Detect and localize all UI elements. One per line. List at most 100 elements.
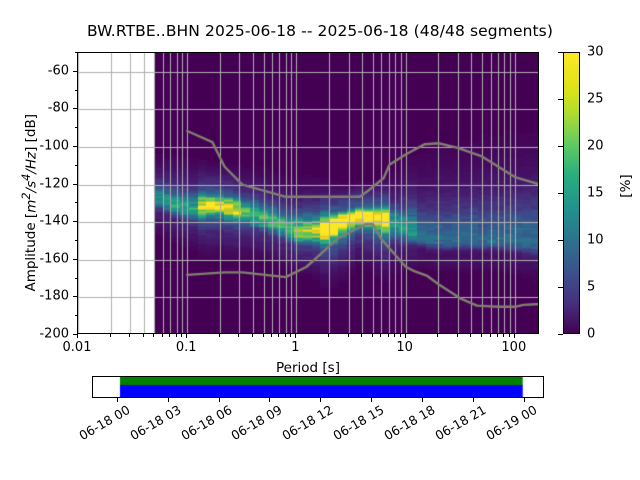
y-tick-label: -200 [39,326,69,342]
colorbar-tick-label: 10 [587,232,604,248]
x-minor-tick [175,334,177,337]
timeline-tick-mark [218,398,220,402]
colorbar-tick-label: 25 [587,91,604,107]
colorbar-tick-label: 5 [587,279,596,295]
x-minor-tick [489,334,491,337]
timeline-tick-label: 06-18 15 [330,402,387,444]
y-axis-label-text: Amplitude [m2/s4/Hz] [dB] [19,113,39,292]
timeline-tick-mark [421,398,423,402]
y-tick-label: -100 [39,138,69,154]
timeline-tick-label: 06-18 09 [228,402,285,444]
y-tick-mark [73,146,77,147]
x-tick-label: 0.01 [62,340,92,355]
x-minor-tick [347,334,349,337]
y-minor-tick [74,202,77,204]
timeline-tick-label: 06-18 21 [432,402,489,444]
x-minor-tick [251,334,253,337]
x-minor-tick [290,334,292,337]
colorbar-tick-label: 0 [587,326,596,342]
page-title: BW.RTBE..BHN 2025-06-18 -- 2025-06-18 (4… [86,22,554,40]
x-minor-tick [503,334,505,337]
colorbar-tick-label: 15 [587,185,604,201]
y-tick-label: -140 [39,213,69,229]
data-coverage-timeline[interactable] [92,376,544,398]
y-tick-mark [73,70,77,72]
colorbar[interactable] [563,52,580,334]
x-minor-tick [129,334,131,337]
ppsd-histogram-canvas [78,53,538,333]
y-tick-mark [73,108,77,110]
x-minor-tick [328,334,330,337]
x-tick-mark [77,334,78,338]
colorbar-tick-mark [558,334,563,335]
y-tick-label: -80 [47,100,69,116]
x-minor-tick [284,334,286,337]
timeline-tick-mark [371,398,373,402]
y-tick-mark [73,221,77,223]
x-minor-tick [109,334,111,337]
x-minor-tick [161,334,163,337]
x-minor-tick [399,334,401,337]
y-tick-mark [73,334,77,335]
timeline-tick-label: 06-18 12 [279,402,336,444]
colorbar-ticks: 0 5 10 15 20 25 30 [558,45,604,342]
x-minor-tick [153,334,155,337]
x-tick-label: 0.1 [175,340,197,355]
x-minor-tick [508,334,510,337]
y-tick-label: -60 [47,63,69,79]
timeline-tick-mark [320,398,322,402]
x-tick-mark [186,334,188,338]
y-tick-mark [73,258,77,260]
timeline-tick-label: 06-18 03 [127,402,184,444]
x-minor-tick [387,334,389,337]
x-minor-tick [278,334,280,337]
x-tick-label: 10 [396,340,413,355]
colorbar-tick-mark [558,99,563,100]
x-minor-tick [371,334,373,337]
x-tick-mark [404,334,406,338]
x-minor-tick [480,334,482,337]
colorbar-tick-label: 30 [587,44,604,60]
y-minor-tick [74,164,77,166]
timeline-tick-mark [472,398,474,402]
ppsd-plot-area[interactable] [77,52,539,334]
timeline-tick-mark [116,398,118,402]
x-tick-label: 1 [291,340,300,355]
x-minor-tick [496,334,498,337]
colorbar-tick-label: 20 [587,138,604,154]
timeline-tick-label: 06-18 00 [76,402,133,444]
x-minor-tick [238,334,240,337]
x-minor-tick [361,334,363,337]
y-tick-mark [73,183,77,185]
colorbar-tick-mark [558,193,563,194]
x-minor-tick [169,334,171,337]
y-minor-tick [74,52,77,53]
y-tick-label: -180 [39,288,69,304]
timeline-tick-mark [269,398,271,402]
x-minor-tick [380,334,382,337]
y-minor-tick [74,127,77,129]
timeline-tick-label: 06-19 00 [482,402,540,444]
x-minor-tick [262,334,264,337]
x-minor-tick [456,334,458,337]
x-minor-tick [219,334,221,337]
colorbar-tick-mark [558,52,563,53]
y-minor-tick [74,240,77,241]
y-tick-mark [73,296,77,298]
y-minor-tick [74,315,77,317]
x-minor-tick [470,334,472,337]
colorbar-tick-mark [558,240,563,241]
y-axis-label: Amplitude [m2/s4/Hz] [dB] [19,53,39,353]
x-tick-mark [295,334,297,338]
x-minor-tick [181,334,183,337]
x-tick-label: 100 [501,340,527,355]
timeline-tick-mark [167,398,169,402]
colorbar-tick-mark [558,287,563,288]
y-tick-label: -120 [39,176,69,192]
y-tick-label: -160 [39,251,69,267]
coverage-bars-canvas [93,377,543,397]
timeline-tick-mark [523,398,525,402]
x-tick-mark [513,334,515,338]
timeline-tick-label: 06-18 18 [381,402,438,444]
y-minor-tick [74,89,77,91]
